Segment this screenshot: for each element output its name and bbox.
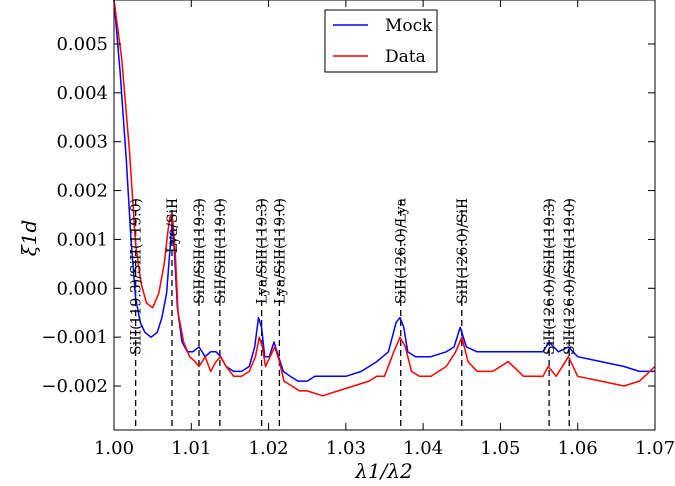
y-tick-label: 0.000 [56, 278, 108, 299]
series-group [113, 0, 656, 397]
annotation-label: SiII/SiII(119.0) [213, 198, 229, 304]
plot-frame [113, 0, 656, 431]
annotation-label: SiII(119.3)/SiII(119.0) [129, 198, 145, 355]
y-tick-label: 0.003 [56, 132, 108, 153]
series-line-data [113, 0, 656, 397]
annotation-lines [134, 200, 570, 430]
y-tick-label: −0.001 [41, 327, 108, 348]
legend-label-data: Data [385, 47, 426, 67]
y-tick-label: −0.002 [41, 376, 108, 397]
axis-ticks: 1.00 1.01 1.02 1.03 1.04 1.05 1.06 1.07 −0.002 −0… [41, 0, 675, 459]
legend-label-mock: Mock [385, 16, 433, 36]
x-tick-label: 1.07 [635, 438, 675, 459]
x-axis-label: λ1/λ2 [354, 459, 413, 483]
y-tick-label: 0.004 [56, 83, 108, 104]
annotation-label: SiII(126.0)/SiII(119.0) [562, 198, 578, 355]
legend: Mock Data [324, 9, 438, 73]
x-tick-label: 1.05 [480, 438, 520, 459]
y-tick-label: 0.001 [56, 229, 108, 250]
x-tick-label: 1.01 [171, 438, 211, 459]
x-tick-label: 1.04 [403, 438, 443, 459]
x-tick-label: 1.02 [249, 438, 289, 459]
y-tick-label: 0.002 [56, 181, 108, 202]
y-tick-label: 0.005 [56, 34, 108, 55]
x-tick-label: 1.00 [94, 438, 134, 459]
annotation-label: SiII/SiII(119.3) [192, 198, 208, 304]
annotation-label: Lya/SiII(119.0) [272, 198, 288, 304]
y-axis-label: ξ1d [17, 220, 41, 257]
annotation-label: Lya/SiII(119.3) [255, 198, 271, 304]
annotation-label: SiII(126.0)/SiII(119.3) [542, 198, 558, 355]
legend-box [324, 9, 438, 73]
annotation-labels: SiII(119.3)/SiII(119.0) Lya/SiII SiII/SiII… [129, 198, 579, 355]
x-tick-label: 1.06 [558, 438, 598, 459]
annotation-label: SiII(126.0)/SiII [455, 198, 471, 304]
annotation-label: SiII(126.0)/Lya [394, 198, 410, 304]
x-tick-label: 1.03 [326, 438, 366, 459]
annotation-label: Lya/SiII [165, 198, 181, 253]
